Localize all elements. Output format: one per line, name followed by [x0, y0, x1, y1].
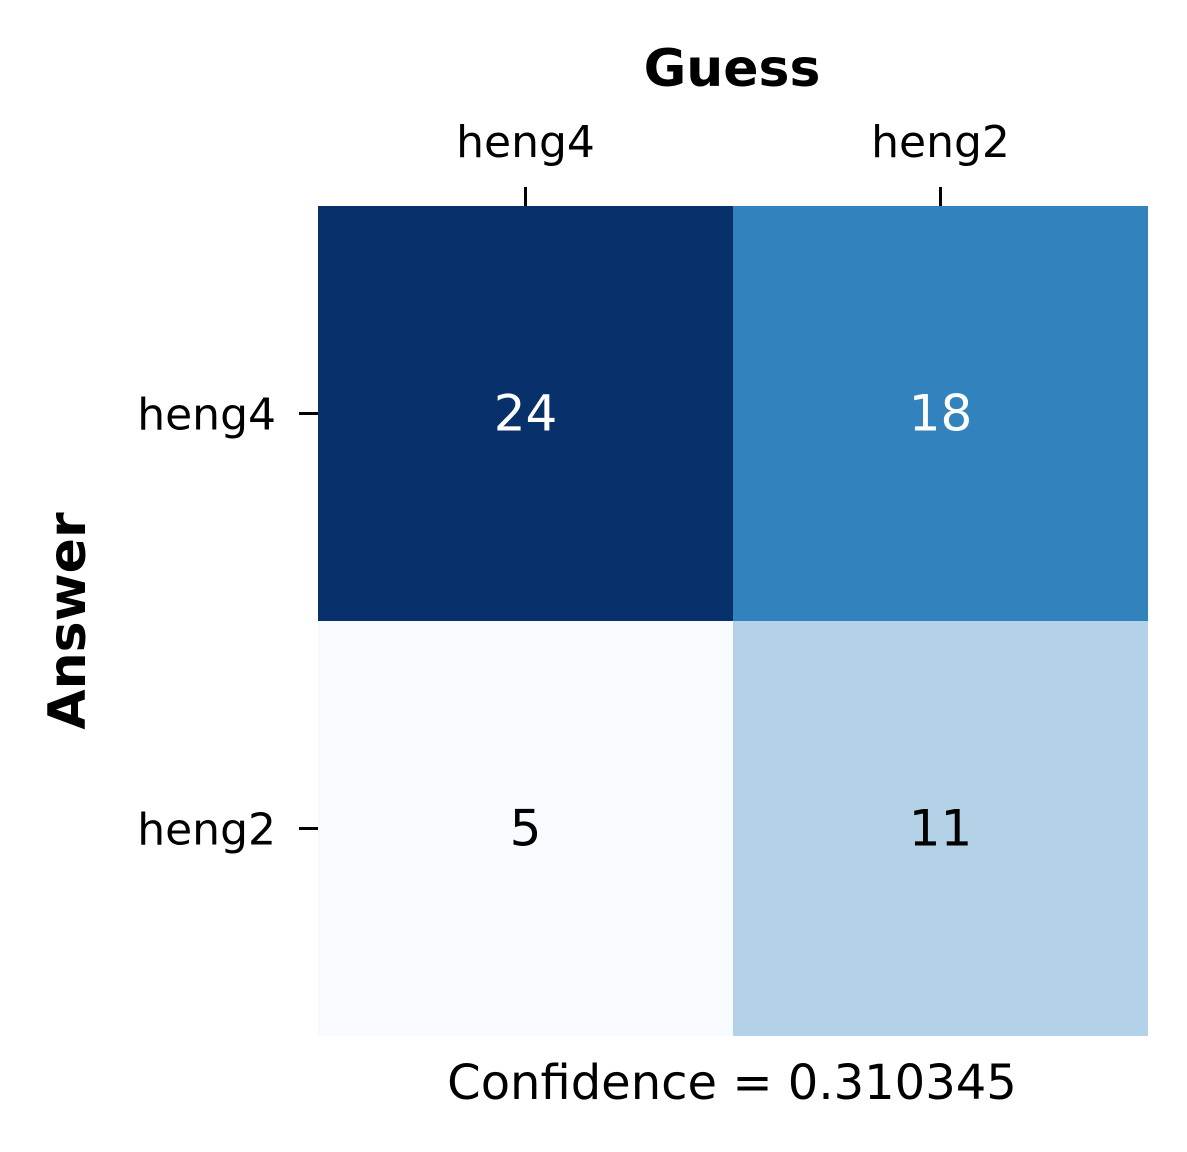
cell-value-label: 18 [909, 385, 973, 443]
y-tick-label: heng4 [137, 390, 276, 441]
cell-value-label: 24 [494, 385, 558, 443]
y-axis-ticks: heng4 heng2 [137, 390, 318, 856]
x-axis-title: Guess [644, 39, 821, 99]
heatmap-cell-heng2-heng4 [318, 621, 733, 1036]
cell-value-label: 5 [510, 800, 542, 858]
y-axis-title: Answer [38, 512, 98, 730]
heatmap-cell-heng4-heng4 [318, 206, 733, 621]
x-tick-label: heng2 [871, 117, 1010, 168]
heatmap-cell-heng4-heng2 [733, 206, 1148, 621]
confidence-caption: Confidence = 0.310345 [447, 1055, 1017, 1111]
cell-value-label: 11 [909, 800, 973, 858]
x-tick-label: heng4 [456, 117, 595, 168]
heatmap-cell-heng2-heng2 [733, 621, 1148, 1036]
x-axis-ticks: heng4 heng2 [456, 117, 1010, 206]
heatmap-cells [318, 206, 1148, 1036]
heatmap-cell-labels: 24 18 5 11 [494, 385, 973, 858]
y-tick-label: heng2 [137, 805, 276, 856]
